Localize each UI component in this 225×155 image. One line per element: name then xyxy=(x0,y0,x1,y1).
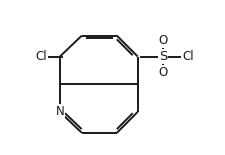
Text: Cl: Cl xyxy=(35,50,47,63)
Text: O: O xyxy=(158,66,168,79)
Text: O: O xyxy=(158,34,168,47)
Text: S: S xyxy=(159,50,167,63)
Text: N: N xyxy=(55,105,64,118)
Text: Cl: Cl xyxy=(182,50,194,63)
